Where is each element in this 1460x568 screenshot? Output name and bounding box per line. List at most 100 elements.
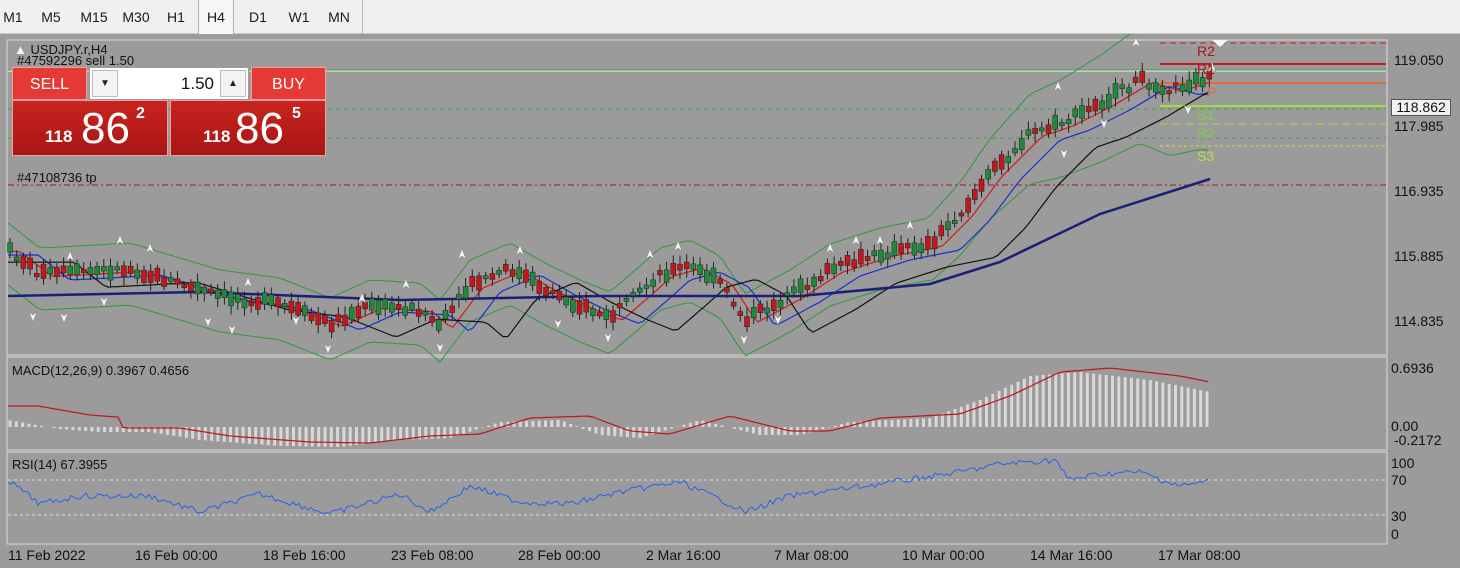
- timeframe-h1[interactable]: H1: [167, 9, 185, 25]
- candle-body: [134, 269, 141, 279]
- candle-body: [489, 273, 496, 280]
- candle-body: [1079, 105, 1085, 119]
- pivot-s1-label: S1: [1197, 107, 1214, 123]
- candle-body: [1059, 122, 1065, 126]
- rsi-curve: [7, 458, 1209, 515]
- candle-body: [650, 279, 656, 287]
- candle-body: [80, 269, 87, 274]
- tp-label[interactable]: #47108736 tp: [17, 170, 97, 185]
- candle-body: [1032, 128, 1038, 134]
- candle-body: [54, 266, 60, 277]
- candle-body: [730, 301, 737, 307]
- fractal-arrow-icon: [515, 244, 525, 256]
- candle-body: [436, 319, 442, 331]
- candle-body: [168, 277, 174, 282]
- buy-price-major: 118: [203, 127, 231, 146]
- lot-size-input[interactable]: 1.50: [180, 74, 214, 93]
- candle-body: [523, 269, 529, 283]
- candle-body: [362, 301, 368, 310]
- candle-body: [878, 249, 884, 263]
- one-click-trading-panel: SELL ▼ 1.50 ▲ BUY 118 86 2 118 86 5: [12, 67, 326, 156]
- candle-body: [355, 305, 362, 319]
- timeframe-toolbar: M1 M5 M15 M30 H1 H4 D1 W1 MN: [0, 0, 1460, 34]
- candle-body: [543, 287, 549, 297]
- candle-body: [985, 169, 991, 180]
- timeframe-m15[interactable]: M15: [80, 9, 108, 25]
- fractal-arrow-icon: [65, 250, 75, 262]
- toolbar-separator: [362, 0, 363, 34]
- buy-price-panel[interactable]: 118 86 5: [170, 100, 326, 156]
- timeframe-d1[interactable]: D1: [249, 9, 267, 25]
- candle-body: [1012, 148, 1018, 154]
- price-tick: 117.985: [1394, 118, 1444, 134]
- fractal-arrow-icon: [99, 296, 109, 308]
- timeframe-h4[interactable]: H4: [198, 0, 234, 34]
- candle-body: [1106, 94, 1112, 109]
- candle-body: [456, 294, 462, 300]
- candle-body: [596, 311, 603, 317]
- candle-body: [422, 311, 429, 316]
- fractal-arrow-icon: [1183, 104, 1193, 116]
- fractal-arrow-icon: [739, 334, 749, 346]
- candle-body: [1166, 90, 1172, 95]
- timeframe-w1[interactable]: W1: [288, 9, 310, 25]
- fractal-arrow-icon: [1059, 148, 1069, 160]
- candle-body: [1139, 70, 1146, 83]
- candle-body: [1159, 86, 1166, 95]
- candle-body: [402, 306, 409, 316]
- fractal-arrow-icon: [825, 242, 835, 254]
- candle-body: [208, 288, 214, 293]
- chart-shift-marker[interactable]: [1212, 40, 1228, 47]
- fractal-arrow-icon: [435, 342, 445, 354]
- candle-body: [777, 299, 784, 309]
- bollinger-lower-line: [7, 143, 1209, 363]
- candle-body: [221, 289, 228, 298]
- fractal-arrow-icon: [401, 278, 411, 290]
- candle-body: [771, 299, 777, 311]
- candle-body: [871, 250, 878, 257]
- timeframe-m1[interactable]: M1: [3, 9, 23, 25]
- candle-body: [576, 300, 583, 315]
- candle-body: [275, 297, 281, 308]
- timeframe-m30[interactable]: M30: [122, 9, 150, 25]
- candle-body: [938, 225, 945, 237]
- candle-body: [194, 281, 201, 295]
- sell-price-panel[interactable]: 118 86 2: [12, 100, 168, 156]
- candle-body: [677, 263, 683, 271]
- lot-decrease-button[interactable]: ▼: [92, 70, 118, 97]
- candle-body: [657, 270, 663, 276]
- macd-signal-line: [8, 367, 1209, 444]
- sell-button[interactable]: SELL: [12, 67, 87, 100]
- buy-button[interactable]: BUY: [251, 67, 326, 100]
- rsi-label: RSI(14) 67.3955: [12, 457, 107, 472]
- candle-body: [549, 290, 556, 295]
- candle-body: [1052, 114, 1058, 130]
- candle-body: [683, 261, 690, 270]
- bollinger-upper-line: [7, 34, 1131, 301]
- time-tick: 7 Mar 08:00: [774, 547, 849, 563]
- price-tick: 119.050: [1394, 52, 1444, 68]
- order-label[interactable]: #47592296 sell 1.50: [17, 53, 134, 68]
- timeframe-mn[interactable]: MN: [328, 9, 350, 25]
- candle-body: [1132, 76, 1139, 83]
- candle-body: [369, 298, 375, 311]
- price-tick: 114.835: [1394, 313, 1444, 329]
- time-tick: 18 Feb 16:00: [263, 547, 346, 563]
- candle-body: [858, 249, 864, 265]
- ma-long-line: [7, 177, 1211, 302]
- candle-body: [395, 304, 402, 310]
- lot-size-stepper[interactable]: ▼ 1.50 ▲: [89, 67, 249, 100]
- lot-increase-button[interactable]: ▲: [220, 70, 246, 97]
- timeframe-m5[interactable]: M5: [41, 9, 61, 25]
- pivot-s2-label: S2: [1197, 125, 1214, 141]
- candle-body: [67, 265, 74, 275]
- candle-body: [415, 308, 422, 317]
- caret-up-icon: ▲: [228, 78, 238, 89]
- macd-tick: 0.00: [1391, 418, 1418, 434]
- candle-body: [382, 298, 388, 310]
- sell-price-pips: 86: [81, 104, 130, 153]
- candle-body: [496, 270, 502, 275]
- candle-body: [945, 221, 951, 230]
- bollinger-bands: [7, 34, 1209, 363]
- candle-body: [161, 276, 167, 287]
